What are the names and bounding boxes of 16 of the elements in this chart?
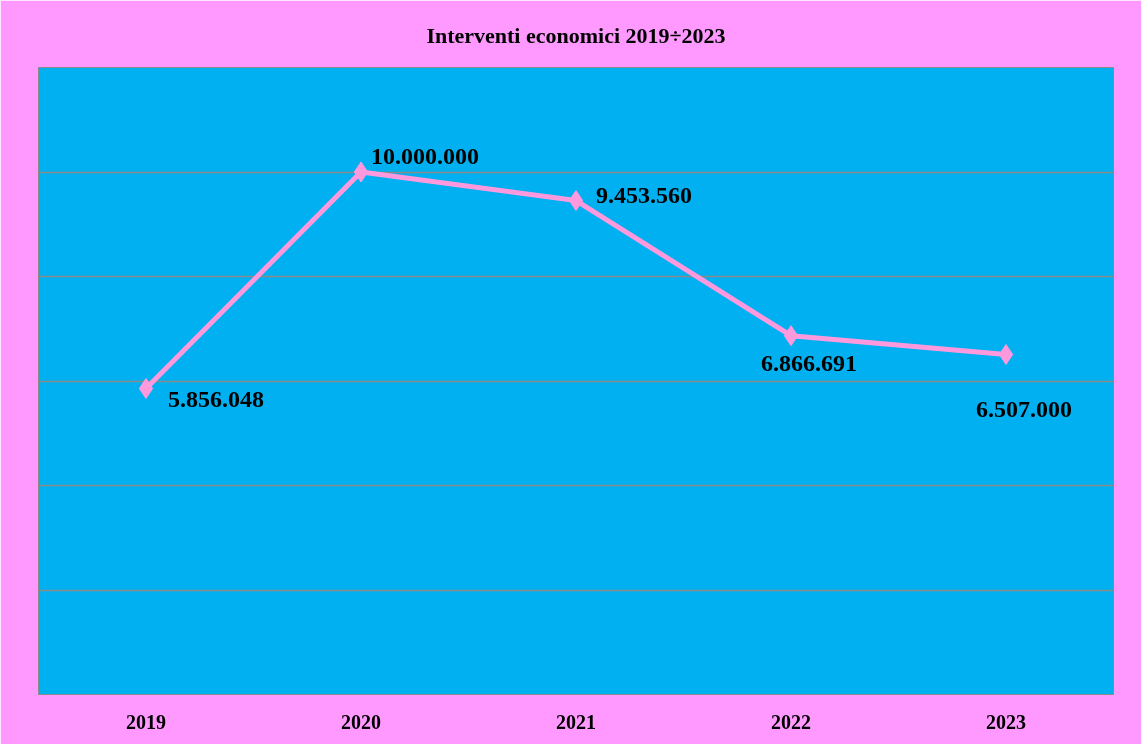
point: [998, 344, 1014, 366]
x-tick-label: 2022: [771, 710, 811, 733]
chart-title: Interventi economici 2019÷2023: [426, 22, 726, 48]
x-tick-label: 2019: [126, 710, 166, 733]
point: [568, 190, 584, 212]
data-label: 10.000.000: [371, 143, 479, 169]
point: [783, 325, 799, 347]
point: [138, 378, 154, 400]
x-tick-label: 2020: [341, 710, 381, 733]
data-label: 9.453.560: [596, 181, 692, 208]
data-label: 6.507.000: [976, 395, 1072, 422]
x-tick-label: 2023: [986, 710, 1026, 733]
data-label: 5.856.048: [168, 385, 264, 412]
point: [353, 161, 369, 183]
x-tick-label: 2021: [556, 710, 596, 733]
data-label: 6.866.691: [761, 349, 857, 376]
